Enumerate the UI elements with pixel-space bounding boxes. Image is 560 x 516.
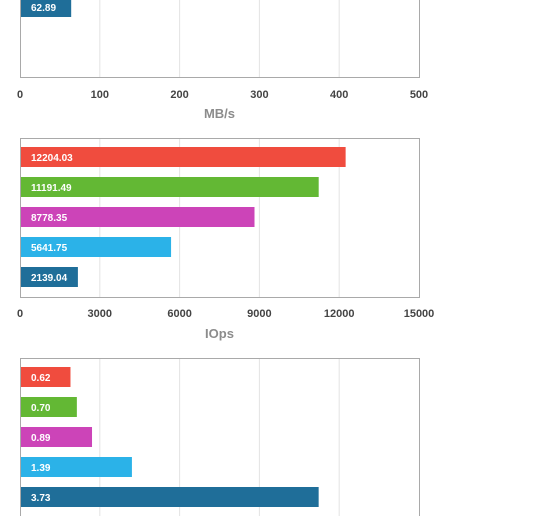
x-tick-labels: 0 3000 6000 9000 12000 15000 (17, 308, 434, 320)
bar-value-label: 2139.04 (31, 273, 68, 284)
bars: 12204.03 11191.49 8778.35 5641.75 2139.04 (21, 147, 346, 287)
x-axis-title: MB/s (204, 106, 235, 121)
bar (21, 0, 72, 17)
x-tick-label: 3000 (88, 308, 112, 320)
x-tick-label: 200 (170, 89, 188, 101)
bar (21, 427, 93, 447)
bar (21, 367, 71, 387)
bar (21, 487, 319, 507)
bar-value-label: 0.70 (31, 403, 51, 414)
plot-frame (20, 0, 420, 78)
x-tick-label: 0 (17, 89, 23, 101)
x-axis-title: IOps (205, 326, 234, 341)
bar (21, 457, 132, 477)
x-tick-labels: 0 100 200 300 400 500 (17, 89, 428, 101)
plot-frame (20, 358, 420, 516)
plot-frame (20, 138, 420, 298)
chart-mbps: 165.7062.89 0 100 200 300 400 500 MB/s (17, 0, 428, 121)
bar-value-label: 5641.75 (31, 243, 68, 254)
x-tick-label: 15000 (404, 308, 435, 320)
chart-iops: 12204.03 11191.49 8778.35 5641.75 2139.04 0 3… (17, 138, 434, 341)
bar-value-label: 8778.35 (31, 213, 68, 224)
bar-value-label: 62.89 (31, 3, 56, 14)
bar-value-label: 11191.49 (31, 183, 72, 194)
bar (21, 177, 319, 197)
bars: 0.62 0.70 0.89 1.39 3.73 (21, 367, 319, 507)
x-tick-label: 100 (91, 89, 109, 101)
x-tick-label: 12000 (324, 308, 355, 320)
bar (21, 237, 172, 257)
bar-value-label: 0.62 (31, 373, 51, 384)
x-tick-label: 300 (250, 89, 268, 101)
x-tick-label: 6000 (167, 308, 191, 320)
x-tick-label: 400 (330, 89, 348, 101)
bar-value-label: 0.89 (31, 433, 51, 444)
x-tick-label: 500 (410, 89, 428, 101)
bar-value-label: 3.73 (31, 493, 51, 504)
bar-value-label: 12204.03 (31, 153, 73, 164)
bar (21, 267, 78, 287)
bar (21, 397, 77, 417)
chart-latency: 0.62 0.70 0.89 1.39 3.73 (20, 358, 420, 516)
bar (21, 207, 255, 227)
bars: 165.7062.89 (21, 0, 72, 17)
bar (21, 147, 346, 167)
x-tick-label: 0 (17, 308, 23, 320)
bar-value-label: 1.39 (31, 463, 51, 474)
grid (99, 0, 340, 77)
x-tick-label: 9000 (247, 308, 271, 320)
